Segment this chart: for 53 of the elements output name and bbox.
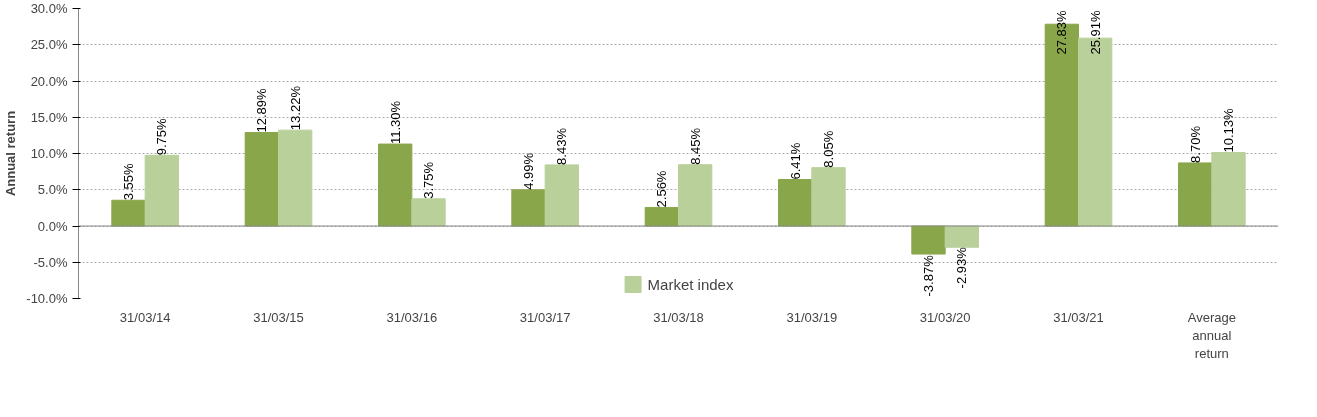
data-label: 3.55% xyxy=(121,162,136,201)
bar xyxy=(244,132,279,227)
bar xyxy=(811,167,846,227)
y-tick-label: 0.0% xyxy=(37,218,68,234)
bar xyxy=(111,199,146,227)
bar xyxy=(144,154,179,227)
x-tick-label: 31/03/17 xyxy=(519,309,571,325)
y-tick-label: -5.0% xyxy=(33,254,68,270)
bar xyxy=(778,179,813,227)
data-label: 12.89% xyxy=(254,88,270,133)
data-label: 2.56% xyxy=(654,170,670,208)
x-tick-label: 31/03/15 xyxy=(253,309,304,325)
data-label: 6.41% xyxy=(787,142,803,180)
x-tick-label: 31/03/16 xyxy=(386,309,438,325)
bar xyxy=(544,164,579,227)
data-label: 8.43% xyxy=(554,127,570,165)
x-tick-label: 31/03/14 xyxy=(119,309,171,325)
data-label: 9.75% xyxy=(154,118,170,156)
bar xyxy=(911,225,946,255)
y-tick-label: 20.0% xyxy=(30,73,68,89)
data-label: 25.91% xyxy=(1087,10,1103,55)
x-tick-label: 31/03/19 xyxy=(786,309,838,325)
data-label: 4.99% xyxy=(521,152,536,190)
x-tick-label: 31/03/20 xyxy=(919,309,971,325)
x-tick-label: 31/03/21 xyxy=(1053,309,1104,325)
bar xyxy=(411,198,446,227)
y-tick-label: 5.0% xyxy=(37,182,68,198)
y-axis-title: Annual return xyxy=(3,110,19,197)
y-tick-label: 30.0% xyxy=(30,1,68,16)
data-label: -3.87% xyxy=(921,254,936,297)
data-label: -2.93% xyxy=(954,246,970,289)
data-label: 8.70% xyxy=(1187,125,1203,163)
bar xyxy=(1178,162,1213,227)
y-tick-label: 10.0% xyxy=(30,146,68,161)
data-label: 27.83% xyxy=(1054,10,1070,55)
data-label: 3.75% xyxy=(421,161,436,199)
bar xyxy=(278,129,313,227)
data-label: 13.22% xyxy=(287,85,303,131)
data-label: 11.30% xyxy=(387,100,403,145)
x-tick-label: Average annual return xyxy=(1187,309,1236,361)
y-tick-label: 25.0% xyxy=(30,37,68,53)
data-label: 8.45% xyxy=(687,127,703,165)
bar xyxy=(511,189,546,227)
legend-label: Market index xyxy=(647,275,734,293)
y-tick-label: 15.0% xyxy=(30,109,68,125)
y-tick-label: -10.0% xyxy=(26,291,68,306)
bar xyxy=(678,164,713,227)
bar xyxy=(378,143,413,227)
bar xyxy=(944,225,979,248)
data-label: 8.05% xyxy=(821,130,836,168)
x-tick-label: 31/03/18 xyxy=(653,309,704,325)
data-label: 10.13% xyxy=(1221,108,1236,153)
bar xyxy=(1211,152,1246,227)
